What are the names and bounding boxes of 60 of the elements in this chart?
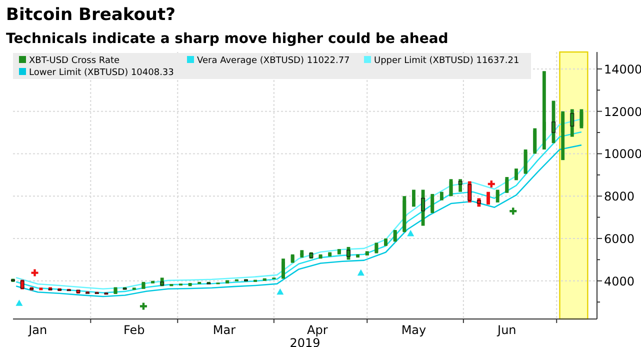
candlestick: [570, 109, 574, 137]
x-tick-label: Jan: [28, 323, 48, 337]
candlestick: [262, 278, 266, 281]
y-tick-label: 6000: [604, 232, 635, 246]
point: [276, 288, 284, 295]
legend-label: Vera Average (XBTUSD) 11022.77: [197, 56, 350, 66]
candlestick: [468, 181, 472, 202]
candlestick: [374, 242, 378, 254]
candlestick: [300, 250, 304, 258]
y-tick-label: 4000: [604, 274, 635, 288]
candlestick: [365, 251, 369, 256]
candlestick: [412, 190, 416, 207]
candlestick: [421, 190, 426, 226]
point: [138, 302, 148, 311]
candlestick: [458, 179, 462, 192]
candlestick: [198, 282, 202, 284]
candlestick: [393, 230, 397, 242]
legend-label: Lower Limit (XBTUSD) 10408.33: [29, 68, 174, 78]
candlestick: [552, 100, 556, 144]
candlestick: [514, 168, 518, 180]
candlestick: [440, 192, 444, 200]
x-tick-label: Feb: [124, 323, 145, 337]
x-tick-label: May: [401, 323, 426, 337]
candlestick: [486, 192, 490, 205]
x-tick-label: Jun: [496, 323, 516, 337]
x-tick-label: Apr: [307, 323, 328, 337]
candlestick: [328, 252, 332, 256]
candlestick: [151, 280, 154, 284]
candlestick: [542, 71, 546, 150]
candlestick: [188, 282, 192, 286]
chart-title: Bitcoin Breakout?: [6, 5, 176, 25]
candlestick: [346, 246, 350, 260]
candlestick: [430, 194, 434, 214]
legend-label: Upper Limit (XBTUSD) 11637.21: [374, 56, 520, 66]
candlestick: [505, 177, 509, 193]
y-tick-label: 8000: [604, 190, 635, 204]
point: [407, 230, 414, 236]
x-axis-title: 2019: [290, 336, 320, 347]
y-tick-label: 10000: [604, 147, 641, 162]
point: [486, 179, 496, 189]
chart-subtitle: Technicals indicate a sharp move higher could be ahead: [6, 31, 448, 47]
point: [30, 268, 40, 278]
candlestick: [496, 190, 500, 202]
candlestick: [20, 280, 24, 290]
legend-label: XBT-USD Cross Rate: [29, 56, 120, 66]
point: [357, 269, 364, 276]
y-tick-label: 12000: [604, 104, 641, 119]
x-tick-label: Mar: [212, 323, 236, 337]
candlestick: [524, 149, 528, 174]
candlestick: [533, 128, 537, 154]
candlestick: [337, 249, 341, 254]
y-tick-label: 14000: [604, 62, 641, 76]
point: [16, 300, 23, 306]
candlestick: [561, 111, 565, 160]
candlestick: [282, 258, 285, 279]
candlestick: [356, 254, 360, 258]
candlestick: [11, 278, 15, 282]
candlestick: [290, 254, 294, 263]
candlestick: [384, 238, 388, 246]
point: [508, 206, 518, 216]
